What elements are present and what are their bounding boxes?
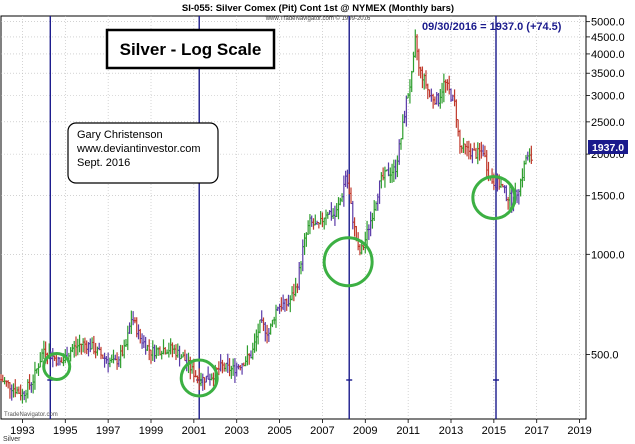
x-tick-label: 2011 <box>396 425 420 437</box>
x-tick-label: 1993 <box>10 425 34 437</box>
y-tick-label: 3500.0 <box>591 68 625 80</box>
x-tick-label: 2019 <box>567 425 591 437</box>
x-tick-label: 2015 <box>482 425 506 437</box>
x-tick-label: 1997 <box>96 425 120 437</box>
symbol-label: Silver <box>3 436 21 443</box>
y-axis: 5000.04500.04000.03500.03000.02500.02000… <box>586 17 625 361</box>
highlight-circle <box>179 358 219 398</box>
x-tick-label: 2001 <box>182 425 206 437</box>
x-tick-label: 2007 <box>310 425 334 437</box>
y-tick-label: 500.0 <box>591 349 619 361</box>
y-tick-label: 4500.0 <box>591 32 625 44</box>
author-box <box>67 122 219 184</box>
highlight-circle <box>42 352 72 382</box>
highlight-circle <box>471 175 517 221</box>
x-tick-label: 2005 <box>267 425 291 437</box>
author-line-date: Sept. 2016 <box>77 157 130 169</box>
y-tick-label: 1500.0 <box>591 191 625 203</box>
ohlc-bars <box>0 29 533 404</box>
x-axis: 1993 1995 1997 1999 2001 2003 2005 2007 2009 2011… <box>10 419 592 437</box>
y-tick-label: 4000.0 <box>591 49 625 61</box>
author-line-name: Gary Christenson <box>77 129 163 141</box>
title-box <box>105 28 276 70</box>
y-tick-label: 5000.0 <box>591 17 625 29</box>
last-price-tag-bg <box>588 140 628 154</box>
last-price-tag: 1937.0 <box>592 142 624 154</box>
title-box-text: Silver - Log Scale <box>120 40 262 59</box>
y-tick-label: 3000.0 <box>591 91 625 103</box>
watermark: TradeNavigator.com <box>4 412 58 418</box>
x-tick-label: 2009 <box>353 425 377 437</box>
chart-header-title: SI-055: Silver Comex (Pit) Cont 1st @ NY… <box>182 3 454 14</box>
x-tick-label: 2003 <box>224 425 248 437</box>
highlight-circle <box>322 236 374 288</box>
y-tick-label: 2500.0 <box>591 117 625 129</box>
y-tick-label: 1000.0 <box>591 249 625 261</box>
x-tick-label: 2017 <box>524 425 548 437</box>
author-line-site: www.deviantinvestor.com <box>76 143 201 155</box>
x-tick-label: 1999 <box>139 425 163 437</box>
grid-layer <box>1 16 586 419</box>
x-tick-label: 2013 <box>439 425 463 437</box>
x-tick-label: 1995 <box>53 425 77 437</box>
price-readout: 09/30/2016 = 1937.0 (+74.5) <box>422 21 562 33</box>
chart-header-copyright: www.TradeNavigator.com © 1999-2016 <box>265 15 371 22</box>
highlight-circles <box>42 175 517 398</box>
